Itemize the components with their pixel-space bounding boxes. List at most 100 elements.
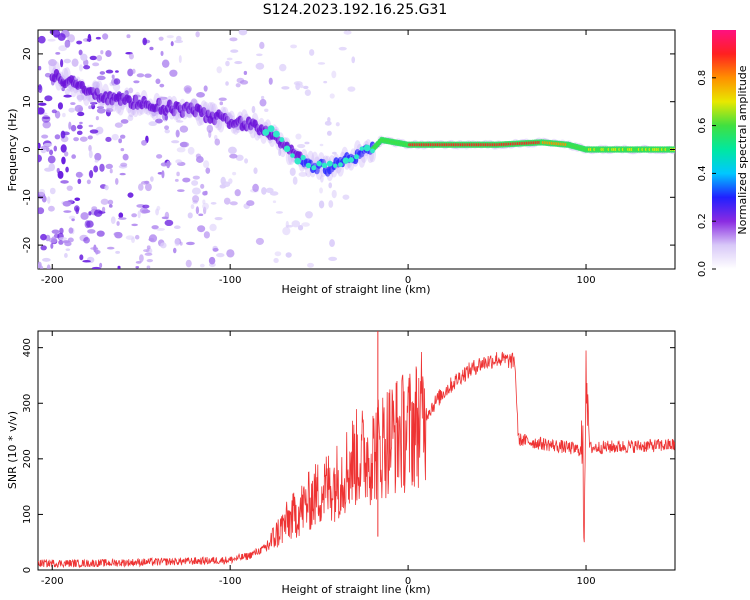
- x-tick-label: -100: [219, 576, 242, 587]
- noise-speckle: [171, 140, 180, 144]
- noise-speckle: [71, 154, 76, 159]
- noise-speckle: [160, 162, 168, 167]
- noise-speckle: [95, 36, 101, 40]
- noise-speckle: [256, 53, 263, 57]
- noise-speckle: [82, 260, 91, 263]
- noise-speckle: [289, 167, 296, 176]
- noise-speckle: [78, 49, 83, 56]
- noise-speckle: [148, 234, 158, 243]
- colorbar: 0.0 0.2 0.4 0.6 0.8 Normalized spectral ampl…: [697, 30, 749, 277]
- noise-speckle: [203, 85, 208, 92]
- noise-speckle: [176, 171, 180, 177]
- noise-speckle: [105, 136, 112, 142]
- noise-speckle: [84, 220, 91, 229]
- noise-speckle: [80, 53, 88, 61]
- snr-ticks: -200 -100 0 100 0 100 200 300 400: [22, 331, 675, 587]
- noise-speckle: [318, 200, 325, 209]
- noise-speckle: [182, 177, 191, 183]
- noise-speckle: [92, 62, 100, 67]
- noise-speckle: [178, 55, 182, 64]
- noise-speckle: [173, 225, 181, 230]
- noise-speckle: [56, 167, 60, 174]
- noise-speckle: [89, 102, 98, 105]
- noise-speckle: [38, 207, 45, 215]
- noise-speckle: [142, 204, 150, 209]
- noise-speckle: [304, 141, 310, 145]
- noise-speckle: [146, 259, 154, 263]
- noise-speckle: [93, 244, 97, 253]
- noise-speckle: [290, 44, 298, 49]
- noise-speckle: [268, 77, 273, 85]
- noise-speckle: [203, 160, 210, 169]
- noise-speckle: [64, 151, 69, 157]
- noise-speckle: [184, 87, 191, 94]
- noise-speckle: [164, 114, 168, 121]
- noise-speckle: [70, 102, 76, 106]
- noise-speckle: [210, 202, 217, 205]
- signal-halo: [95, 80, 103, 96]
- signal-band: [94, 87, 100, 97]
- noise-speckle: [50, 243, 54, 249]
- noise-speckle: [329, 239, 335, 248]
- noise-speckle: [88, 124, 94, 128]
- noise-speckle: [106, 246, 115, 250]
- noise-speckle: [278, 148, 282, 157]
- noise-speckle: [273, 257, 279, 264]
- noise-speckle: [156, 227, 166, 231]
- noise-speckle: [105, 163, 113, 169]
- noise-speckle: [83, 65, 91, 70]
- noise-speckle: [114, 231, 123, 239]
- noise-speckle: [216, 66, 222, 74]
- noise-speckle: [38, 154, 42, 163]
- noise-speckle: [204, 190, 208, 196]
- noise-speckle: [225, 81, 229, 86]
- noise-speckle: [323, 80, 328, 84]
- x-tick-label: -200: [41, 275, 64, 286]
- noise-speckle: [226, 249, 235, 258]
- y-tick-label: 20: [22, 48, 33, 61]
- noise-speckle: [255, 237, 264, 245]
- noise-speckle: [60, 59, 64, 68]
- noise-speckle: [202, 202, 209, 210]
- signal-halo: [315, 164, 323, 180]
- noise-speckle: [119, 134, 126, 139]
- noise-speckle: [331, 70, 337, 79]
- noise-speckle: [326, 130, 332, 136]
- noise-speckle: [40, 233, 47, 241]
- snr-series-line: [38, 350, 675, 569]
- noise-speckle: [53, 145, 58, 152]
- noise-speckle: [115, 70, 119, 73]
- noise-speckle: [327, 116, 331, 123]
- noise-speckle: [234, 61, 243, 65]
- noise-speckle: [295, 82, 301, 91]
- noise-speckle: [255, 62, 265, 70]
- noise-speckle: [146, 265, 151, 269]
- noise-speckle: [160, 242, 167, 249]
- signal-blob: [279, 137, 285, 143]
- noise-speckle: [170, 41, 174, 47]
- noise-speckle: [38, 102, 47, 106]
- noise-speckle: [131, 237, 135, 243]
- noise-speckle: [89, 55, 98, 61]
- noise-speckle: [47, 196, 51, 204]
- noise-speckle: [40, 145, 47, 150]
- noise-speckle: [76, 40, 83, 45]
- signal-band: [132, 94, 139, 104]
- signal-band: [201, 106, 207, 116]
- noise-speckle: [212, 247, 219, 252]
- noise-speckle: [155, 118, 163, 124]
- y-tick-label: -20: [22, 237, 33, 253]
- noise-speckle: [328, 182, 333, 189]
- noise-speckle: [156, 154, 163, 159]
- y-tick-label: 10: [22, 95, 33, 108]
- noise-speckle: [71, 218, 75, 222]
- noise-speckle: [62, 131, 70, 136]
- noise-speckle: [219, 101, 224, 106]
- noise-speckle: [110, 216, 116, 224]
- noise-speckle: [179, 241, 183, 246]
- noise-speckle: [253, 167, 258, 174]
- noise-speckle: [195, 206, 200, 215]
- noise-speckle: [164, 219, 174, 227]
- noise-speckle: [38, 35, 46, 44]
- noise-speckle: [161, 216, 169, 220]
